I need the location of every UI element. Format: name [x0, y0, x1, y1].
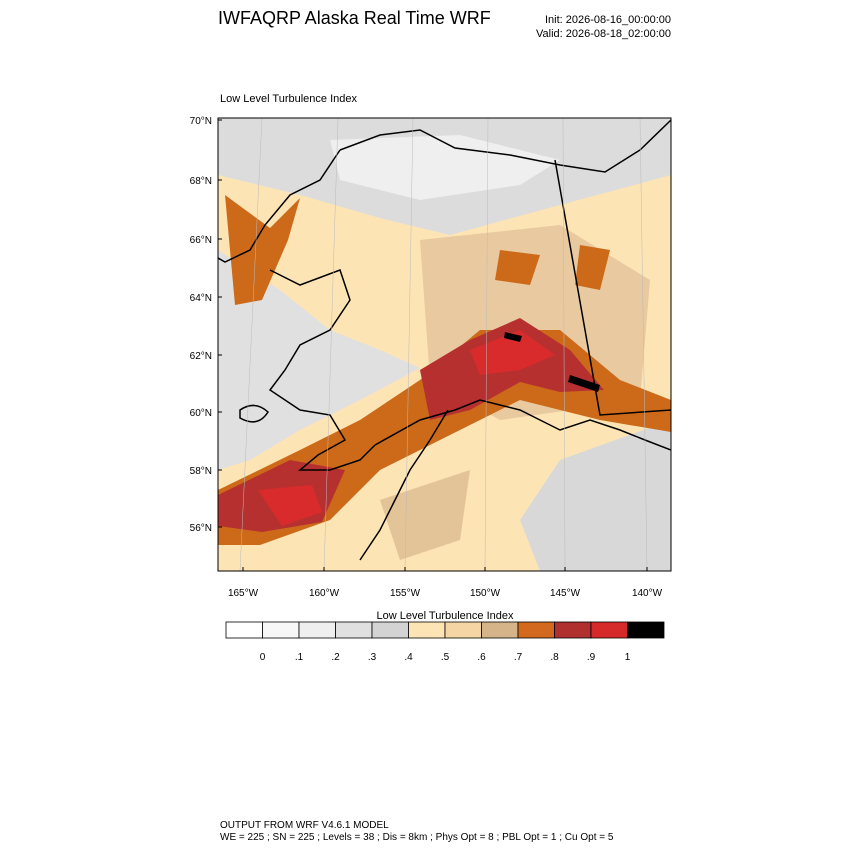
colorbar-box: [408, 621, 446, 639]
lon-label: 150°W: [470, 588, 501, 599]
colorbar-box: [371, 621, 409, 639]
lat-label: 58°N: [190, 466, 212, 477]
colorbar-box: [554, 621, 592, 639]
title: IWFAQRP Alaska Real Time WRF: [218, 8, 491, 28]
lon-label: 165°W: [228, 588, 259, 599]
colorbar-label: .9: [587, 652, 596, 663]
lat-label: 70°N: [190, 116, 212, 127]
lon-label: 155°W: [390, 588, 421, 599]
colorbar-label: .6: [477, 652, 486, 663]
map-field: [218, 118, 671, 571]
lat-label: 60°N: [190, 408, 212, 419]
colorbar-label: .4: [404, 652, 413, 663]
colorbar-box: [262, 621, 300, 639]
colorbar-label: 0: [260, 652, 266, 663]
lat-label: 66°N: [190, 235, 212, 246]
colorbar-label: .1: [295, 652, 304, 663]
map-label: Low Level Turbulence Index: [220, 93, 357, 105]
colorbar-label: .5: [441, 652, 450, 663]
colorbar-title: Low Level Turbulence Index: [377, 610, 514, 622]
lat-label: 68°N: [190, 176, 212, 187]
colorbar-box: [225, 621, 263, 639]
colorbar-label: 1: [625, 652, 631, 663]
colorbar-box: [517, 621, 555, 639]
lon-label: 145°W: [550, 588, 581, 599]
valid-time: Valid: 2026-08-18_02:00:00: [536, 28, 671, 40]
colorbar-box: [627, 621, 665, 639]
colorbar-label: .7: [514, 652, 523, 663]
colorbar-box: [298, 621, 336, 639]
init-time: Init: 2026-08-16_00:00:00: [545, 14, 671, 26]
colorbar-box: [444, 621, 482, 639]
colorbar-box: [335, 621, 373, 639]
colorbar-box: [590, 621, 628, 639]
lon-label: 160°W: [309, 588, 340, 599]
footer-line: OUTPUT FROM WRF V4.6.1 MODEL: [220, 820, 389, 831]
lat-label: 62°N: [190, 351, 212, 362]
colorbar-box: [481, 621, 519, 639]
lon-label: 140°W: [632, 588, 663, 599]
colorbar-label: .2: [331, 652, 340, 663]
lat-label: 64°N: [190, 293, 212, 304]
colorbar-label: .8: [550, 652, 559, 663]
map-frame: [217, 117, 672, 572]
lat-label: 56°N: [190, 523, 212, 534]
colorbar-label: .3: [368, 652, 377, 663]
footer-line: WE = 225 ; SN = 225 ; Levels = 38 ; Dis …: [220, 832, 614, 843]
